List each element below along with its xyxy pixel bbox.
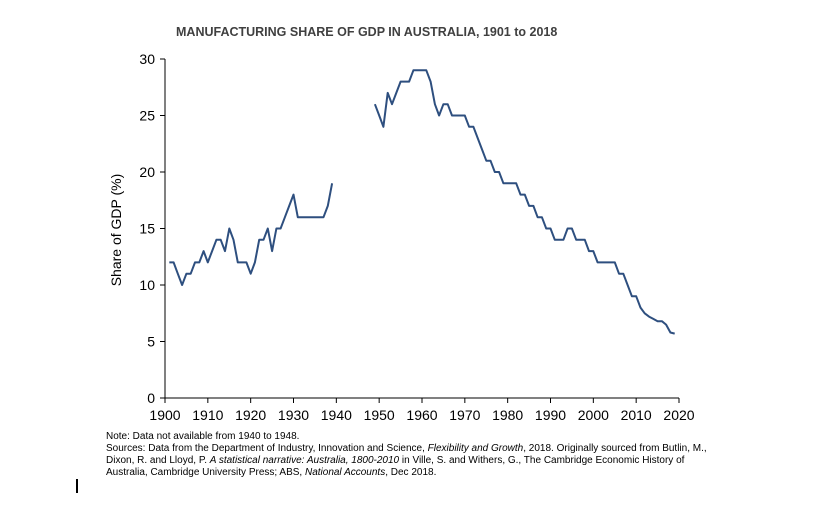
- chart-series: [169, 69, 675, 335]
- sources-text-a: Sources: Data from the Department of Ind…: [106, 443, 428, 454]
- y-tick-label: 30: [139, 51, 155, 67]
- note-line: Note: Data not available from 1940 to 19…: [106, 431, 300, 442]
- series-line-segment-2: [373, 69, 675, 335]
- sources-text-d: A statistical narrative: Australia, 1800…: [209, 455, 400, 466]
- sources-text-e: in Ville, S. and Withers, G., The Cambri…: [106, 455, 685, 478]
- y-tick-label: 10: [139, 277, 155, 293]
- y-tick-label: 25: [139, 108, 155, 124]
- chart-ticks: 0 5 10 15 20 25 30 1900 1910 1920 1930 1940 1950 1960…: [139, 51, 694, 423]
- chart-notes: Note: Data not available from 1940 to 19…: [106, 431, 716, 479]
- y-axis-label: Share of GDP (%): [108, 174, 124, 287]
- x-tick-label: 1980: [492, 407, 523, 423]
- x-tick-label: 1950: [364, 407, 395, 423]
- chart-title: MANUFACTURING SHARE OF GDP IN AUSTRALIA,…: [176, 25, 558, 39]
- x-tick-label: 1970: [449, 407, 480, 423]
- sources-text-b: Flexibility and Growth: [427, 443, 524, 454]
- text-cursor: [76, 479, 78, 493]
- x-tick-label: 1960: [406, 407, 437, 423]
- x-tick-label: 1990: [535, 407, 566, 423]
- x-tick-label: 1930: [278, 407, 309, 423]
- sources-text-c: , 2018. Originally sourced from Butlin, …: [106, 443, 707, 466]
- x-tick-label: 1940: [321, 407, 352, 423]
- y-tick-label: 0: [147, 390, 155, 406]
- y-tick-label: 20: [139, 164, 155, 180]
- y-tick-label: 5: [147, 334, 155, 350]
- y-tick-label: 15: [139, 221, 155, 237]
- sources-line: Sources: Data from the Department of Ind…: [106, 443, 716, 479]
- x-tick-label: 1910: [192, 407, 223, 423]
- x-tick-label: 2020: [663, 407, 694, 423]
- x-tick-label: 2000: [578, 407, 609, 423]
- x-tick-label: 2010: [621, 407, 652, 423]
- chart-axes: [164, 59, 679, 399]
- x-tick-label: 1920: [235, 407, 266, 423]
- sources-text-f: National Accounts: [304, 467, 386, 478]
- series-line-segment-1: [169, 183, 334, 286]
- sources-text-g: , Dec 2018.: [385, 467, 437, 478]
- x-tick-label: 1900: [149, 407, 180, 423]
